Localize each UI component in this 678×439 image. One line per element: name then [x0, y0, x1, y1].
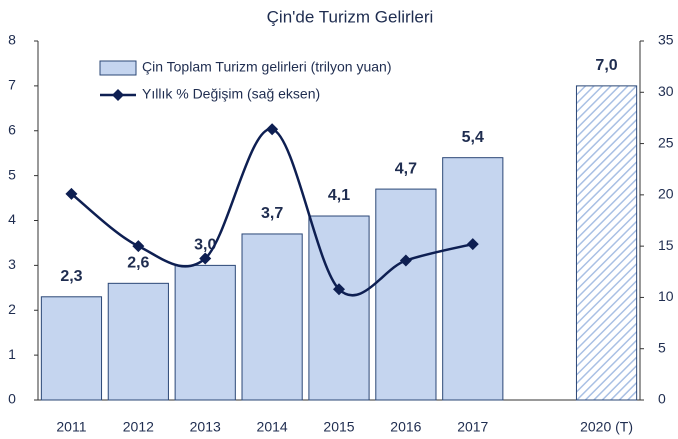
y-tick-label: 7: [8, 77, 16, 93]
y2-tick-label: 0: [658, 391, 666, 407]
marker: [266, 123, 279, 136]
x-tick-label: 2020 (T): [580, 419, 633, 435]
x-tick-label: 2012: [123, 419, 154, 435]
y-tick-label: 5: [8, 166, 16, 182]
y-tick-label: 2: [8, 301, 16, 317]
y2-tick-label: 35: [658, 32, 674, 48]
bar: [40, 296, 103, 401]
data-label: 4,1: [328, 187, 350, 204]
data-label: 4,7: [395, 160, 417, 177]
y2-tick-label: 10: [658, 288, 674, 304]
marker: [132, 240, 145, 253]
y2-tick-label: 5: [658, 339, 666, 355]
marker: [466, 238, 479, 251]
y-tick-label: 1: [8, 346, 16, 362]
bar: [442, 157, 504, 401]
legend-swatch: [99, 60, 137, 76]
y-tick-label: 3: [8, 256, 16, 272]
legend-label: Yıllık % Değişim (sağ eksen): [142, 86, 320, 102]
x-tick-label: 2014: [257, 419, 288, 435]
x-tick-label: 2017: [457, 419, 488, 435]
bar: [174, 264, 236, 401]
bar: [241, 233, 303, 401]
x-tick-label: 2016: [390, 419, 421, 435]
y2-tick-label: 20: [658, 186, 674, 202]
marker: [199, 252, 212, 265]
y2-tick-label: 30: [658, 83, 674, 99]
y-tick-label: 6: [8, 121, 16, 137]
data-label: 3,7: [261, 205, 283, 222]
x-tick-label: 2015: [323, 419, 354, 435]
legend-marker: [112, 89, 124, 101]
marker: [65, 187, 78, 200]
data-label: 5,4: [462, 129, 484, 146]
y2-tick-label: 15: [658, 237, 674, 253]
bar: [107, 282, 169, 401]
bar: [575, 85, 638, 401]
y-tick-label: 4: [8, 211, 16, 227]
y-tick-label: 8: [8, 32, 16, 48]
x-tick-label: 2011: [56, 419, 86, 435]
x-tick-label: 2013: [190, 419, 221, 435]
chart-title: Çin'de Turizm Gelirleri: [267, 7, 434, 26]
y2-tick-label: 25: [658, 134, 674, 150]
legend-label: Çin Toplam Turizm gelirleri (trilyon yua…: [142, 59, 391, 75]
marker: [333, 283, 345, 296]
bar: [375, 188, 437, 401]
data-label: 3,0: [194, 237, 216, 254]
data-label: 7,0: [595, 57, 617, 74]
data-label: 2,6: [127, 255, 149, 272]
data-label: 2,3: [60, 268, 82, 285]
marker: [399, 254, 412, 267]
y-tick-label: 0: [8, 391, 16, 407]
